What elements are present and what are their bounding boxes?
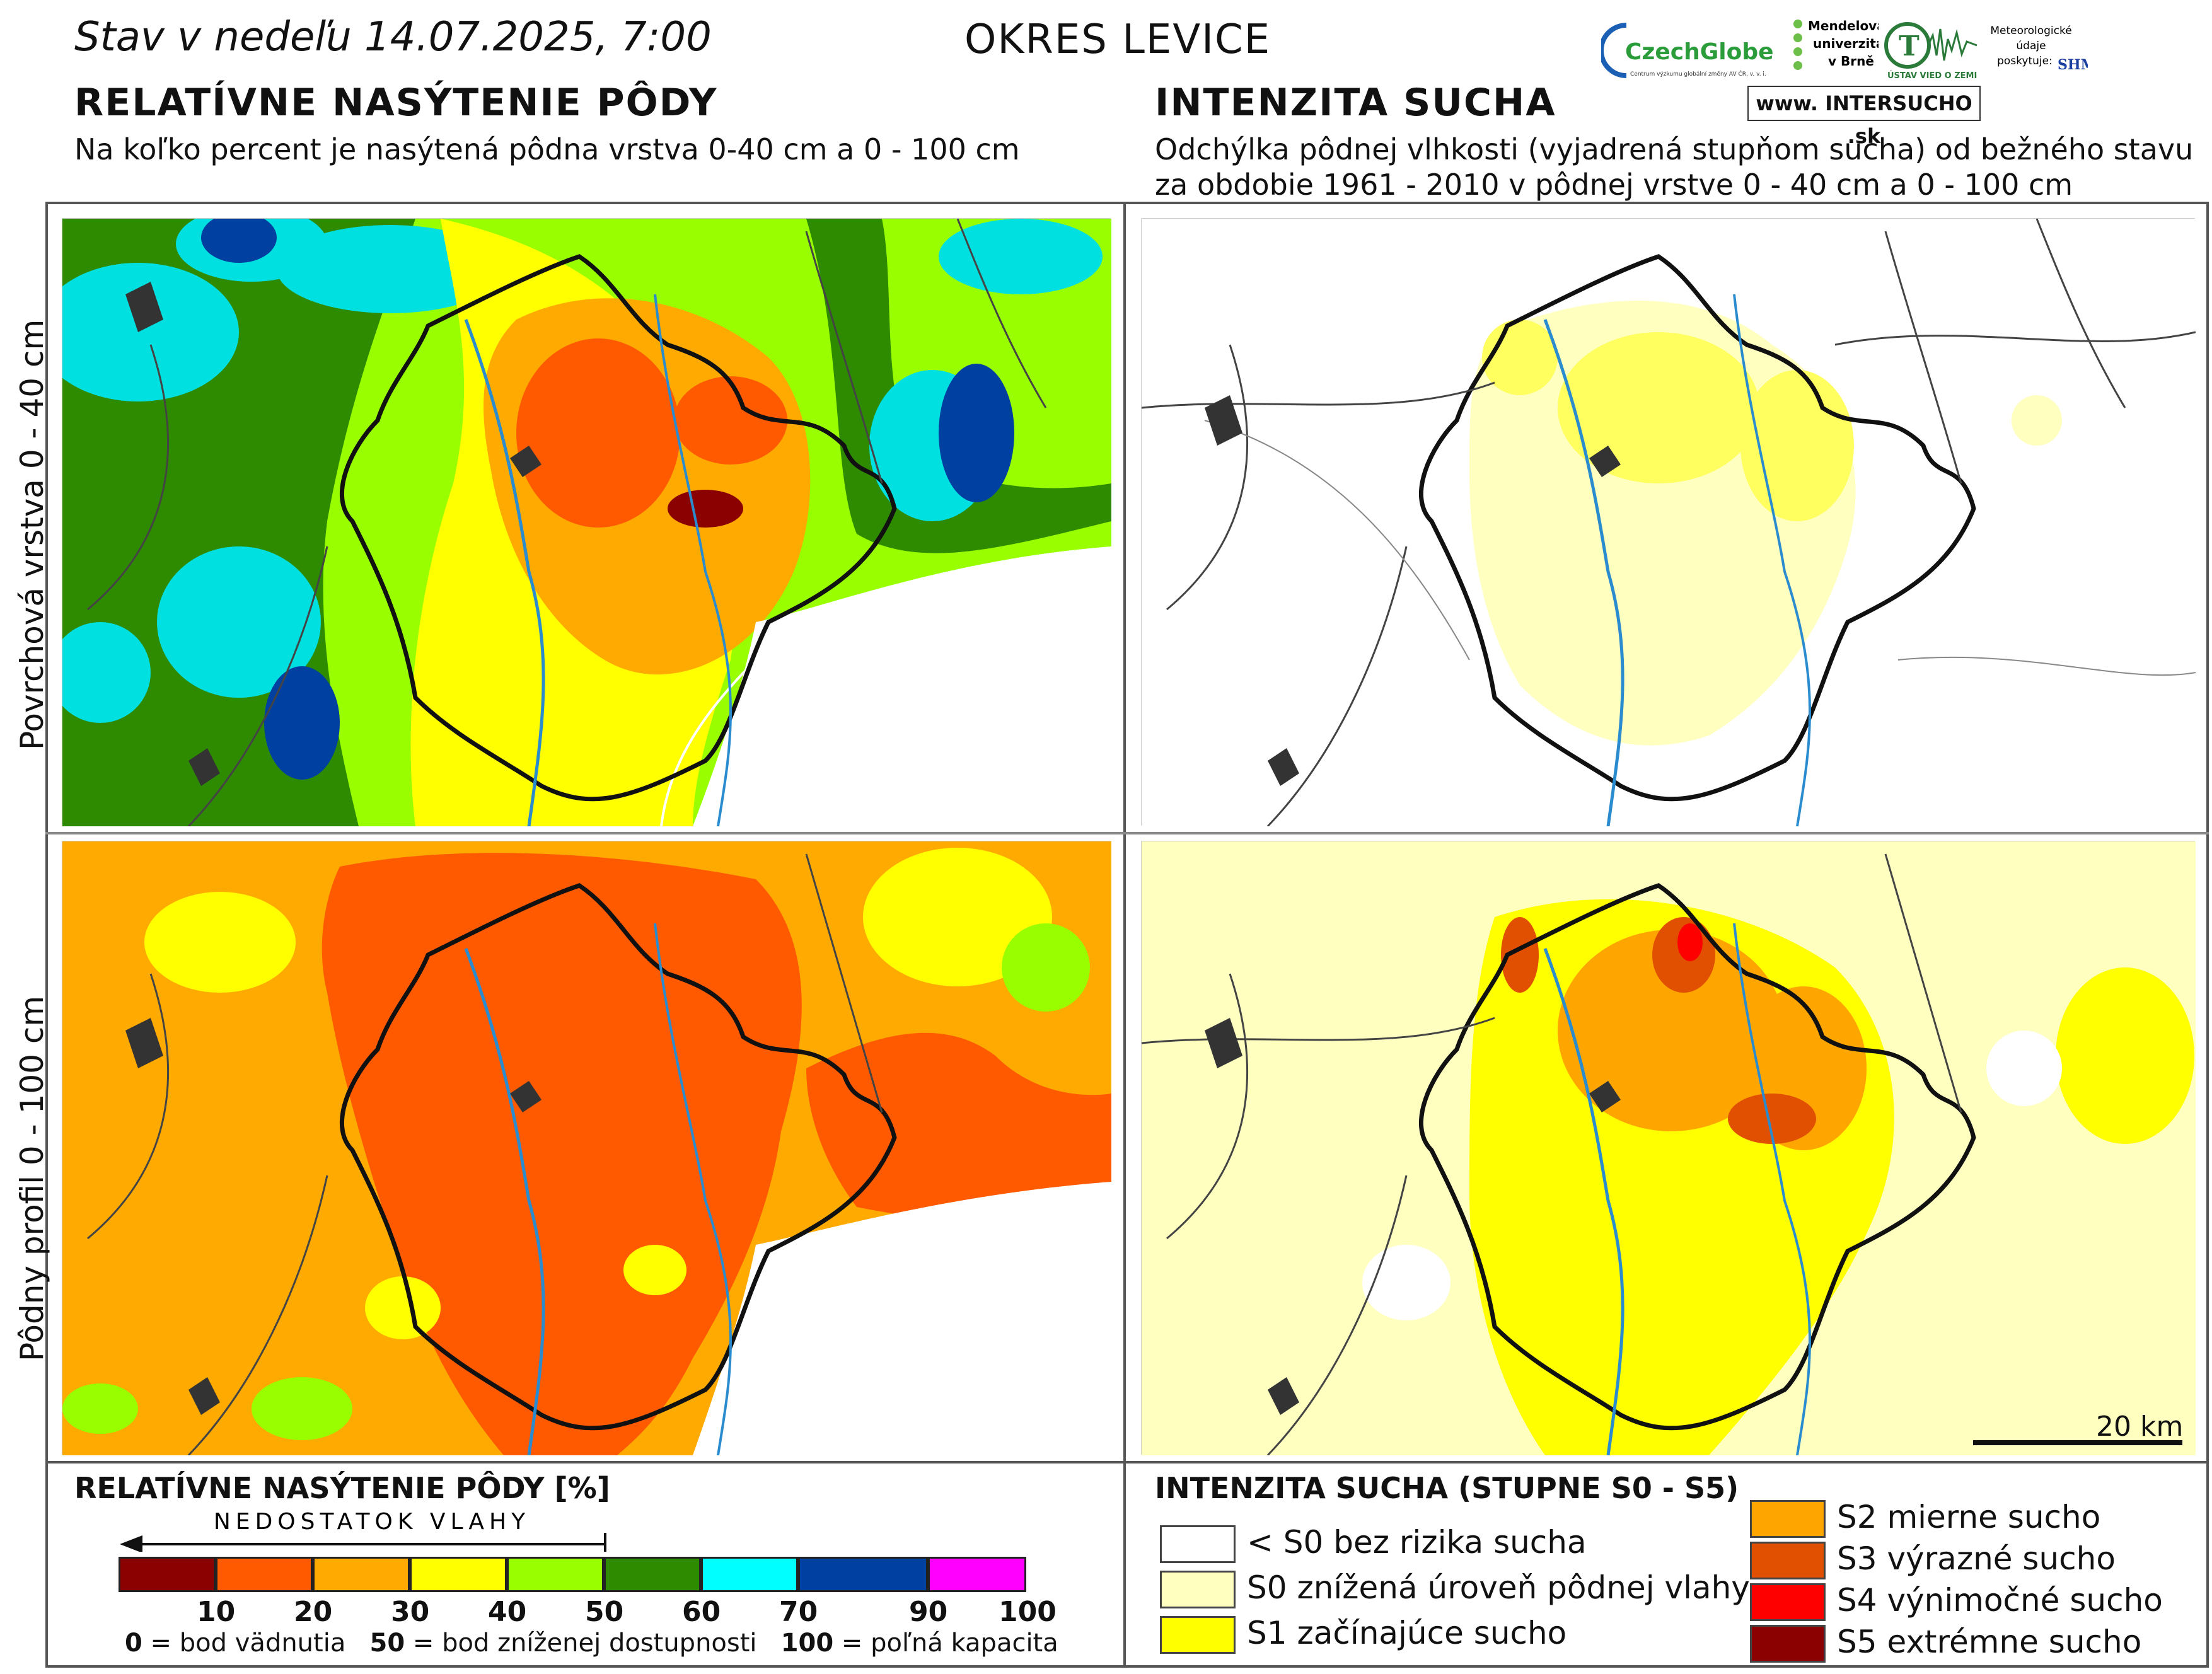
svg-text:univerzita: univerzita — [1813, 36, 1879, 51]
colorbar-tick: 60 — [682, 1596, 721, 1628]
colorbar-tick: 30 — [391, 1596, 430, 1628]
right-panel-subtitle-1: Odchýlka pôdnej vlhkosti (vyjadrená stup… — [1155, 132, 2194, 166]
drought-legend-label: S2 mierne sucho — [1837, 1499, 2101, 1535]
drought-legend-label: S4 výnimočné sucho — [1837, 1582, 2163, 1619]
svg-text:CzechGlobe: CzechGlobe — [1625, 39, 1774, 65]
drought-legend-label: S0 znížená úroveň pôdnej vlahy — [1247, 1569, 1750, 1606]
czechglobe-logo: CzechGlobe Centrum výzkumu globální změn… — [1599, 19, 1784, 82]
left-panel-subtitle: Na koľko percent je nasýtená pôdna vrstv… — [74, 132, 1020, 166]
date-heading: Stav v nedeľu 14.07.2025, 7:00 — [74, 14, 712, 61]
colorbar-band — [604, 1557, 701, 1592]
colorbar-band — [928, 1557, 1026, 1592]
colorbar-band — [410, 1557, 507, 1592]
colorbar-band — [507, 1557, 604, 1592]
note-a-text: = bod vädnutia — [142, 1629, 346, 1658]
drought-legend-label: < S0 bez rizika sucha — [1247, 1524, 1587, 1561]
drought-legend-swatch — [1160, 1571, 1236, 1608]
date-prefix: Stav v nedeľu — [74, 14, 352, 61]
colorbar-band — [701, 1557, 798, 1592]
intersucho-link[interactable]: www. INTERSUCHO .sk — [1747, 86, 1981, 148]
svg-text:T: T — [1899, 30, 1920, 62]
svg-text:Meteorologické: Meteorologické — [1990, 25, 2071, 37]
colorbar-band — [313, 1557, 410, 1592]
drought-legend-swatch — [1750, 1583, 1826, 1621]
svg-text:SHMU: SHMU — [2058, 57, 2088, 73]
drought-legend-swatch — [1160, 1525, 1236, 1563]
partner-logos: CzechGlobe Centrum výzkumu globální změn… — [1599, 11, 2143, 148]
drought-legend-swatch — [1750, 1542, 1826, 1579]
drought-legend-swatch — [1750, 1625, 1826, 1663]
right-panel-title: INTENZITA SUCHA — [1155, 81, 1556, 125]
drought-legend-swatch — [1750, 1500, 1826, 1538]
map-saturation-topsoil — [37, 206, 1111, 828]
svg-text:poskytuje:: poskytuje: — [1997, 55, 2053, 67]
drought-legend-label: S1 začínajúce sucho — [1247, 1615, 1567, 1651]
colorbar-tick: 50 — [585, 1596, 624, 1628]
saturation-colorbar — [119, 1557, 1026, 1592]
svg-text:v Brně: v Brně — [1828, 54, 1874, 69]
map-drought-profile — [1141, 841, 2196, 1457]
drought-legend-label: S3 výrazné sucho — [1837, 1540, 2116, 1577]
row-label-bottom: Pôdny profil 0 - 100 cm — [14, 995, 50, 1361]
colorbar-tick: 90 — [909, 1596, 948, 1628]
colorbar-band — [798, 1557, 928, 1592]
note-c-num: 100 — [780, 1629, 834, 1658]
date-value: 14.07.2025, 7:00 — [364, 14, 712, 61]
note-b-num: 50 — [369, 1629, 405, 1658]
map-frame — [45, 202, 2209, 1668]
right-panel-subtitle-2: za obdobie 1961 - 2010 v pôdnej vrstve 0… — [1155, 168, 2073, 202]
drought-legend-title: INTENZITA SUCHA (STUPNE S0 - S5) — [1155, 1471, 1739, 1505]
drought-legend-swatch — [1160, 1616, 1236, 1654]
svg-text:NEDOSTATOK VLAHY: NEDOSTATOK VLAHY — [214, 1509, 530, 1535]
drought-legend-items: < S0 bez rizika sucha S0 znížená úroveň p… — [1160, 1499, 2194, 1664]
row-label-top: Povrchová vrstva 0 - 40 cm — [14, 319, 50, 750]
meteo-credit: Meteorologické údaje poskytuje: SHMU — [1987, 20, 2108, 89]
drought-legend-label: S5 extrémne sucho — [1837, 1624, 2142, 1660]
saturation-legend-title: RELATÍVNE NASÝTENIE PÔDY [%] — [74, 1471, 610, 1505]
colorbar-tick: 70 — [779, 1596, 818, 1628]
saturation-note: 0 = bod vädnutia 50 = bod zníženej dostu… — [125, 1629, 1058, 1658]
district-title: OKRES LEVICE — [964, 16, 1271, 63]
saturation-ticks: 10 20 30 40 50 60 70 90 100 — [119, 1593, 1057, 1628]
uvz-logo: T ÚSTAV VIED O ZEMI — [1882, 16, 1983, 86]
legend-divider — [45, 1461, 2209, 1463]
note-a-num: 0 — [125, 1629, 142, 1658]
colorbar-band — [216, 1557, 313, 1592]
svg-text:Mendelova: Mendelova — [1808, 18, 1879, 33]
scale-label: 20 km — [2096, 1411, 2184, 1443]
note-c-text: = poľná kapacita — [833, 1629, 1058, 1658]
svg-text:Centrum výzkumu globální změny: Centrum výzkumu globální změny AV ČR, v.… — [1630, 70, 1766, 78]
svg-text:údaje: údaje — [2016, 40, 2046, 52]
colorbar-tick: 40 — [488, 1596, 527, 1628]
scale-bar — [1973, 1440, 2182, 1445]
colorbar-tick: 100 — [999, 1596, 1057, 1628]
colorbar-band — [119, 1557, 216, 1592]
left-panel-title: RELATÍVNE NASÝTENIE PÔDY — [74, 81, 718, 125]
note-b-text: = bod zníženej dostupnosti — [405, 1629, 757, 1658]
panel-divider-horizontal — [45, 832, 2209, 834]
svg-text:ÚSTAV VIED O ZEMI: ÚSTAV VIED O ZEMI — [1887, 71, 1977, 81]
deficit-arrow: NEDOSTATOK VLAHY — [120, 1508, 611, 1553]
colorbar-tick: 10 — [197, 1596, 236, 1628]
colorbar-tick: 20 — [294, 1596, 333, 1628]
mendel-logo: Mendelova univerzita v Brně — [1790, 16, 1885, 86]
panel-divider-vertical — [1123, 202, 1126, 1668]
map-drought-topsoil — [1141, 218, 2196, 828]
map-saturation-profile — [62, 841, 1111, 1457]
